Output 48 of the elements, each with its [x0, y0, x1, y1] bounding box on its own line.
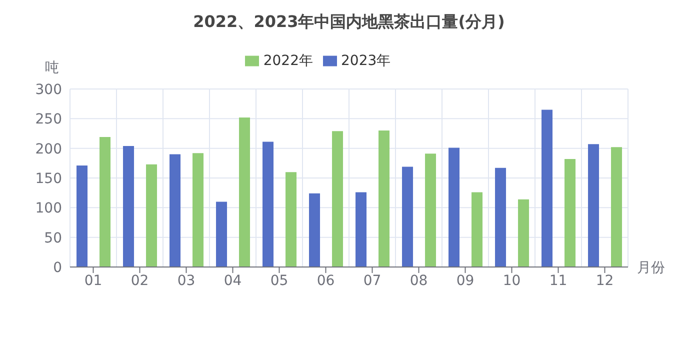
bar [332, 131, 344, 267]
bar [472, 192, 483, 267]
x-tick-label: 09 [456, 272, 474, 289]
y-tick-label: 0 [53, 260, 62, 276]
x-tick-label: 01 [84, 272, 102, 289]
bar [146, 164, 158, 267]
bar [542, 110, 553, 267]
bar [402, 166, 414, 267]
x-tick-label: 03 [177, 272, 196, 289]
y-tick-label: 200 [35, 141, 62, 158]
x-tick-label: 02 [130, 272, 149, 289]
y-axis-title: 吨 [45, 60, 59, 76]
x-tick-label: 12 [596, 272, 614, 289]
bar [518, 199, 530, 267]
x-axis-title: 月份 [637, 260, 665, 276]
x-tick-label: 06 [316, 272, 335, 289]
bar [356, 192, 367, 267]
y-tick-label: 300 [35, 82, 62, 98]
x-tick-label: 10 [502, 272, 521, 289]
x-tick-label: 05 [270, 272, 288, 289]
bar [262, 142, 274, 267]
bar [286, 172, 297, 267]
legend-label: 2022年 [263, 53, 313, 69]
bar [378, 130, 390, 267]
legend-label: 2023年 [341, 53, 391, 69]
bar [216, 202, 228, 267]
bar [495, 168, 506, 267]
bar [239, 117, 250, 267]
y-tick-label: 250 [35, 112, 62, 128]
bar [192, 153, 204, 267]
x-tick-label: 11 [549, 272, 568, 289]
y-tick-label: 50 [44, 230, 62, 246]
bar [588, 144, 600, 267]
y-tick-label: 100 [35, 200, 62, 217]
y-tick-label: 150 [35, 170, 62, 187]
bar [611, 147, 622, 267]
bar [425, 154, 436, 267]
bar [170, 154, 181, 267]
chart-title: 2022、2023年中国内地黑茶出口量(分月) [192, 12, 506, 33]
x-tick-label: 07 [363, 272, 382, 289]
bar [100, 137, 111, 267]
bar [309, 193, 320, 267]
bar [123, 146, 134, 267]
x-tick-label: 04 [224, 272, 242, 289]
bar [564, 159, 576, 267]
x-tick-label: 08 [410, 272, 428, 289]
bar [448, 148, 460, 267]
bar [76, 166, 88, 267]
